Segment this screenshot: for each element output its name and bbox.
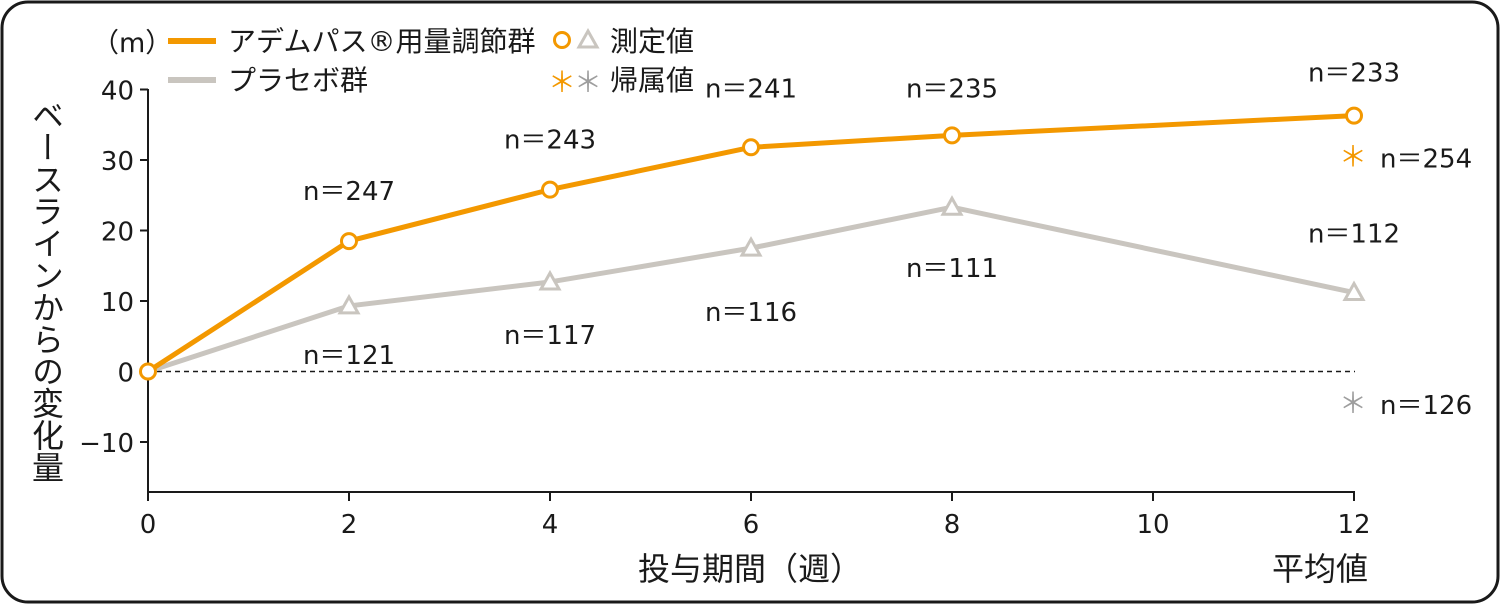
x-axis-title: 投与期間（週） — [638, 550, 862, 588]
x-tick-label: 8 — [944, 510, 961, 540]
x-tick-label: 2 — [341, 510, 358, 540]
n-label-placebo: n＝112 — [1308, 220, 1400, 250]
legend-measured-label: 測定値 — [610, 25, 694, 58]
n-label-placebo: n＝117 — [504, 321, 596, 351]
data-point-active — [943, 126, 961, 145]
x-tick-label: 6 — [743, 510, 760, 540]
series-line-active — [146, 113, 1355, 374]
data-point-placebo — [739, 236, 763, 257]
y-tick-label: −10 — [79, 429, 134, 459]
n-label-active: n＝233 — [1308, 59, 1400, 89]
legend-imputed-label: 帰属値 — [610, 64, 694, 97]
x-tick-label: 4 — [542, 510, 559, 540]
x-tick-label: 12 — [1337, 510, 1370, 540]
imputed-marker-active: ＊ — [1339, 140, 1367, 173]
data-point-placebo — [940, 195, 964, 216]
y-tick-label: 20 — [101, 218, 134, 248]
legend-label-active: アデムパス®用量調節群 — [228, 25, 535, 58]
data-point-active — [742, 138, 760, 157]
y-tick-label: 30 — [101, 147, 134, 177]
legend-label-placebo: プラセボ群 — [228, 64, 368, 97]
n-label-placebo: n＝116 — [705, 298, 797, 328]
y-tick-label: 10 — [101, 288, 134, 318]
data-point-placebo — [538, 269, 562, 291]
y-axis-title: ベースラインからの変化量 — [27, 99, 65, 483]
imputed-n-label-placebo: n＝126 — [1380, 391, 1472, 421]
x-tick-label: 10 — [1136, 510, 1169, 540]
legend: アデムパス®用量調節群 プラセボ群 測定値 ＊ ＊ 帰属値 — [168, 25, 694, 99]
x-tick-label: 0 — [140, 510, 157, 540]
n-label-active: n＝235 — [906, 74, 998, 104]
imputed-marker-placebo: ＊ — [1339, 387, 1367, 420]
y-tick-label: 40 — [101, 77, 134, 107]
n-label-active: n＝243 — [504, 126, 596, 156]
y-tick-label: 0 — [117, 359, 134, 389]
legend-star-active: ＊ — [548, 66, 576, 99]
summary-axis-label: 平均値 — [1272, 550, 1368, 588]
imputed-n-label-active: n＝254 — [1380, 144, 1472, 174]
data-point-active — [340, 232, 358, 251]
data-point-active — [1345, 106, 1363, 125]
data-point-placebo — [1342, 280, 1366, 302]
legend-marker-triangle — [576, 27, 600, 49]
legend-marker-circle — [553, 31, 571, 49]
data-point-active — [541, 180, 559, 199]
n-label-placebo: n＝111 — [906, 254, 998, 284]
data-point-placebo — [337, 293, 361, 315]
n-label-placebo: n＝121 — [303, 341, 395, 371]
legend-star-placebo: ＊ — [574, 66, 602, 99]
n-label-active: n＝241 — [705, 74, 797, 104]
unit-label: （m） — [92, 28, 172, 59]
data-point-active — [139, 362, 157, 381]
n-label-active: n＝247 — [303, 177, 395, 207]
series-line-placebo — [147, 204, 1355, 374]
